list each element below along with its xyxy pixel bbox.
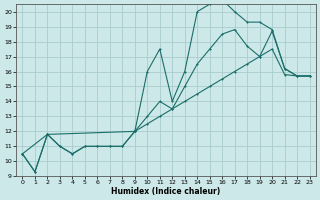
X-axis label: Humidex (Indice chaleur): Humidex (Indice chaleur) <box>111 187 221 196</box>
